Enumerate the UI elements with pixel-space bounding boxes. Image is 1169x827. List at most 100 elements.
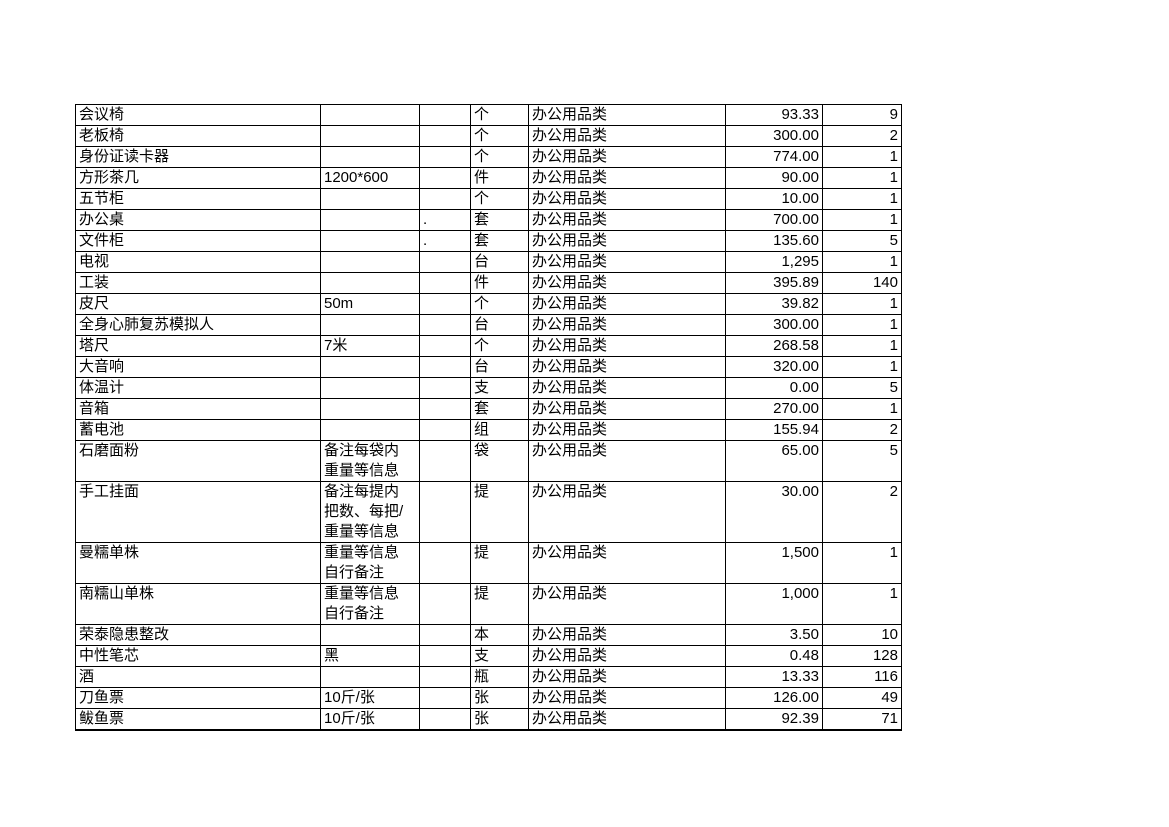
cell-unit-price: 65.00 — [725, 440, 823, 482]
table-row: 体温计 支办公用品类 0.00 5 — [75, 377, 902, 399]
cell-unit-price: 0.48 — [725, 645, 823, 667]
cell-unit-price: 774.00 — [725, 146, 823, 168]
cell-unit: 袋 — [470, 440, 529, 482]
cell-spec — [320, 125, 420, 147]
cell-category: 办公用品类 — [528, 542, 726, 584]
cell-quantity: 9 — [822, 104, 902, 126]
cell-note — [419, 146, 471, 168]
cell-spec: 10斤/张 — [320, 687, 420, 709]
cell-quantity: 49 — [822, 687, 902, 709]
table-row: 塔尺 7米 个办公用品类 268.58 1 — [75, 335, 902, 357]
cell-quantity: 1 — [822, 398, 902, 420]
cell-category: 办公用品类 — [528, 398, 726, 420]
cell-category: 办公用品类 — [528, 167, 726, 189]
cell-unit-price: 0.00 — [725, 377, 823, 399]
cell-item-name: 中性笔芯 — [75, 645, 321, 667]
cell-unit: 个 — [470, 293, 529, 315]
cell-quantity: 1 — [822, 188, 902, 210]
cell-quantity: 2 — [822, 419, 902, 441]
cell-category: 办公用品类 — [528, 251, 726, 273]
cell-category: 办公用品类 — [528, 230, 726, 252]
cell-note — [419, 440, 471, 482]
cell-item-name: 工装 — [75, 272, 321, 294]
cell-item-name: 五节柜 — [75, 188, 321, 210]
cell-quantity: 1 — [822, 293, 902, 315]
table-row: 荣泰隐患整改 本办公用品类 3.50 10 — [75, 624, 902, 646]
cell-item-name: 酒 — [75, 666, 321, 688]
cell-category: 办公用品类 — [528, 146, 726, 168]
cell-note — [419, 419, 471, 441]
cell-unit: 张 — [470, 687, 529, 709]
cell-unit: 提 — [470, 583, 529, 625]
cell-unit: 个 — [470, 188, 529, 210]
cell-item-name: 南糯山单株 — [75, 583, 321, 625]
cell-category: 办公用品类 — [528, 356, 726, 378]
cell-spec — [320, 188, 420, 210]
cell-note — [419, 624, 471, 646]
cell-spec: 备注每提内 把数、每把/ 重量等信息 — [320, 481, 420, 543]
table-row: 曼糯单株 重量等信息 自行备注 提办公用品类 1,500 1 — [75, 542, 902, 584]
cell-unit-price: 300.00 — [725, 314, 823, 336]
cell-note: . — [419, 230, 471, 252]
cell-note — [419, 104, 471, 126]
cell-item-name: 手工挂面 — [75, 481, 321, 543]
cell-category: 办公用品类 — [528, 125, 726, 147]
cell-item-name: 办公桌 — [75, 209, 321, 231]
cell-quantity: 1 — [822, 146, 902, 168]
cell-quantity: 1 — [822, 583, 902, 625]
cell-item-name: 文件柜 — [75, 230, 321, 252]
cell-unit: 台 — [470, 251, 529, 273]
cell-quantity: 2 — [822, 481, 902, 543]
cell-quantity: 71 — [822, 708, 902, 731]
cell-unit-price: 1,295 — [725, 251, 823, 273]
table-row: 石磨面粉 备注每袋内 重量等信息 袋办公用品类 65.00 5 — [75, 440, 902, 482]
cell-quantity: 140 — [822, 272, 902, 294]
cell-category: 办公用品类 — [528, 645, 726, 667]
table-row: 酒 瓶办公用品类 13.33 116 — [75, 666, 902, 688]
cell-item-name: 塔尺 — [75, 335, 321, 357]
cell-unit-price: 92.39 — [725, 708, 823, 731]
table-row: 音箱 套办公用品类 270.00 1 — [75, 398, 902, 420]
cell-quantity: 5 — [822, 440, 902, 482]
cell-unit: 本 — [470, 624, 529, 646]
cell-unit-price: 93.33 — [725, 104, 823, 126]
cell-item-name: 会议椅 — [75, 104, 321, 126]
cell-item-name: 音箱 — [75, 398, 321, 420]
cell-note — [419, 272, 471, 294]
cell-category: 办公用品类 — [528, 209, 726, 231]
table-row: 鲅鱼票 10斤/张 张办公用品类 92.39 71 — [75, 708, 902, 731]
cell-unit: 个 — [470, 335, 529, 357]
cell-note — [419, 583, 471, 625]
cell-note — [419, 293, 471, 315]
cell-spec — [320, 251, 420, 273]
cell-unit-price: 126.00 — [725, 687, 823, 709]
cell-quantity: 1 — [822, 251, 902, 273]
table-row: 工装 件办公用品类 395.89 140 — [75, 272, 902, 294]
cell-unit-price: 300.00 — [725, 125, 823, 147]
cell-spec — [320, 624, 420, 646]
cell-unit-price: 395.89 — [725, 272, 823, 294]
cell-unit-price: 700.00 — [725, 209, 823, 231]
cell-item-name: 全身心肺复苏模拟人 — [75, 314, 321, 336]
cell-spec — [320, 356, 420, 378]
cell-unit-price: 13.33 — [725, 666, 823, 688]
inventory-table: 会议椅个办公用品类 93.33 9 老板椅个办公用品类 300.00 2 身份证读卡器个办公… — [75, 104, 902, 731]
cell-item-name: 石磨面粉 — [75, 440, 321, 482]
cell-item-name: 身份证读卡器 — [75, 146, 321, 168]
cell-unit-price: 39.82 — [725, 293, 823, 315]
cell-spec — [320, 272, 420, 294]
cell-spec — [320, 419, 420, 441]
table-row: 会议椅 个办公用品类 93.33 9 — [75, 104, 902, 126]
cell-item-name: 老板椅 — [75, 125, 321, 147]
cell-quantity: 128 — [822, 645, 902, 667]
cell-unit: 张 — [470, 708, 529, 731]
cell-spec — [320, 377, 420, 399]
cell-unit-price: 90.00 — [725, 167, 823, 189]
cell-unit: 件 — [470, 272, 529, 294]
cell-spec — [320, 146, 420, 168]
cell-note — [419, 314, 471, 336]
cell-unit-price: 320.00 — [725, 356, 823, 378]
cell-item-name: 体温计 — [75, 377, 321, 399]
table-row: 五节柜 个办公用品类 10.00 1 — [75, 188, 902, 210]
cell-category: 办公用品类 — [528, 440, 726, 482]
